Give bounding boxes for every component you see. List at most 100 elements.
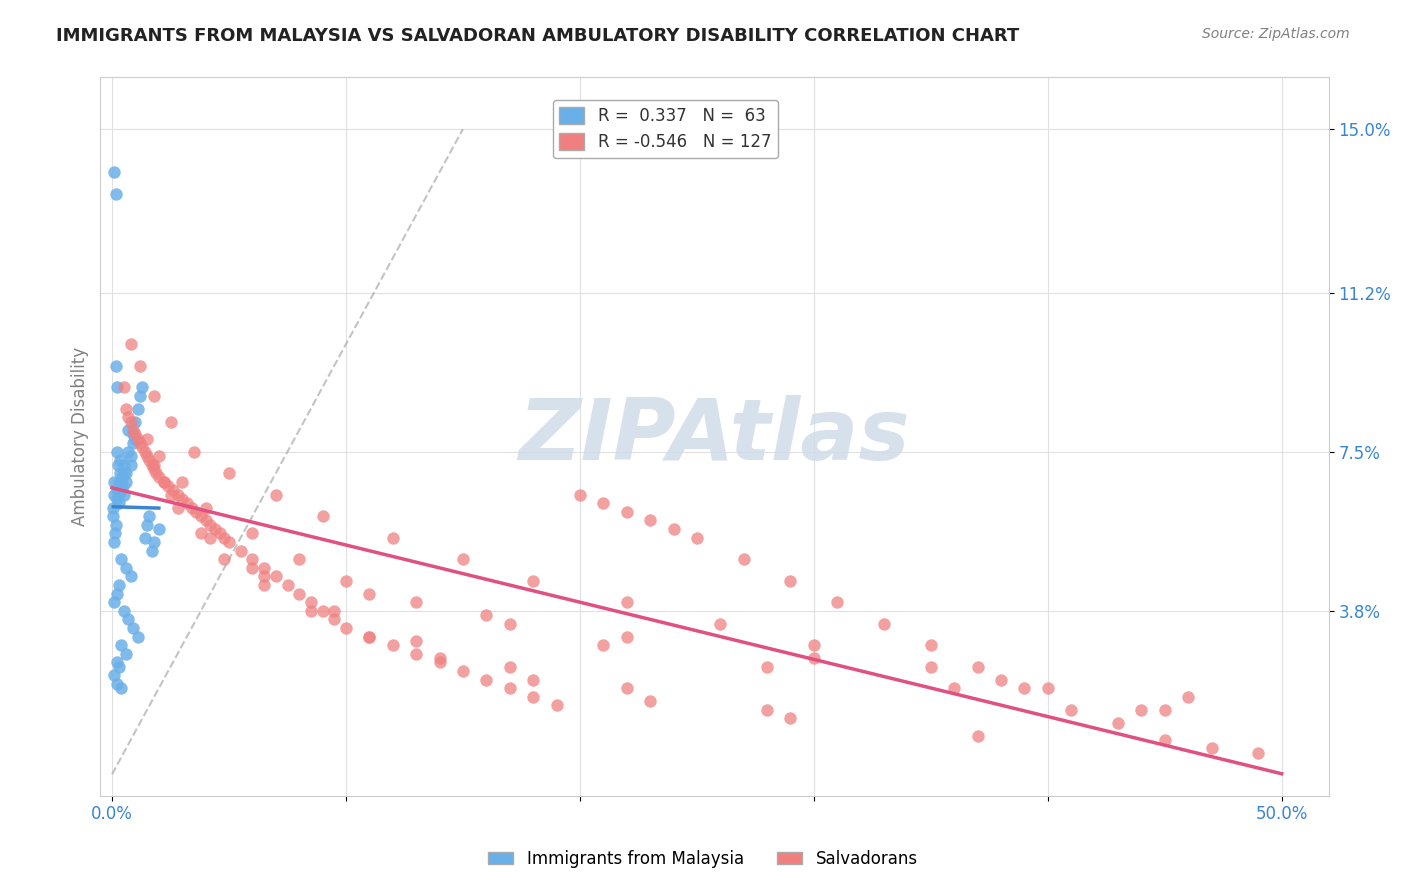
Point [124, 415, 146, 429]
Point [108, 496, 131, 510]
Point [143, 458, 166, 472]
Point [110, 552, 132, 566]
Point [499, 681, 522, 696]
Point [662, 522, 685, 536]
Point [141, 458, 163, 472]
Point [756, 659, 779, 673]
Point [143, 535, 166, 549]
Point [172, 491, 194, 506]
Point [616, 595, 638, 609]
Point [920, 638, 942, 652]
Point [242, 526, 264, 541]
Point [779, 711, 801, 725]
Point [105, 359, 128, 373]
Point [1153, 703, 1175, 717]
Point [873, 616, 896, 631]
Point [110, 483, 132, 498]
Point [335, 621, 357, 635]
Point [616, 681, 638, 696]
Point [103, 535, 125, 549]
Point [323, 604, 346, 618]
Point [190, 509, 212, 524]
Point [499, 659, 522, 673]
Point [966, 729, 988, 743]
Point [264, 488, 287, 502]
Point [127, 432, 149, 446]
Point [499, 616, 522, 631]
Text: IMMIGRANTS FROM MALAYSIA VS SALVADORAN AMBULATORY DISABILITY CORRELATION CHART: IMMIGRANTS FROM MALAYSIA VS SALVADORAN A… [56, 27, 1019, 45]
Legend: R =  0.337   N =  63, R = -0.546   N = 127: R = 0.337 N = 63, R = -0.546 N = 127 [553, 100, 778, 158]
Point [136, 432, 159, 446]
Point [299, 604, 322, 618]
Point [143, 389, 166, 403]
Point [112, 488, 135, 502]
Point [103, 668, 125, 682]
Point [568, 488, 591, 502]
Point [429, 656, 451, 670]
Point [176, 496, 198, 510]
Point [105, 483, 128, 498]
Point [1130, 703, 1153, 717]
Point [148, 470, 170, 484]
Point [112, 466, 135, 480]
Point [779, 574, 801, 588]
Point [311, 604, 333, 618]
Point [148, 449, 170, 463]
Point [127, 630, 149, 644]
Point [359, 586, 381, 600]
Point [103, 500, 125, 515]
Point [105, 586, 128, 600]
Point [108, 578, 131, 592]
Point [214, 552, 236, 566]
Point [1201, 741, 1223, 756]
Legend: Immigrants from Malaysia, Salvadorans: Immigrants from Malaysia, Salvadorans [482, 844, 924, 875]
Point [253, 561, 276, 575]
Point [475, 608, 498, 623]
Point [104, 186, 127, 201]
Point [709, 616, 731, 631]
Point [1247, 746, 1270, 760]
Point [112, 380, 135, 394]
Point [920, 659, 942, 673]
Point [172, 475, 194, 489]
Point [136, 449, 159, 463]
Point [157, 479, 180, 493]
Point [104, 526, 127, 541]
Point [124, 427, 146, 442]
Text: Source: ZipAtlas.com: Source: ZipAtlas.com [1202, 27, 1350, 41]
Point [990, 673, 1012, 687]
Point [242, 552, 264, 566]
Point [134, 531, 156, 545]
Point [148, 522, 170, 536]
Point [105, 656, 128, 670]
Point [616, 630, 638, 644]
Point [105, 491, 128, 506]
Point [166, 500, 188, 515]
Point [120, 337, 142, 351]
Point [592, 638, 614, 652]
Point [733, 552, 755, 566]
Point [110, 475, 132, 489]
Point [110, 681, 132, 696]
Point [120, 415, 142, 429]
Point [120, 458, 142, 472]
Point [127, 401, 149, 416]
Point [1014, 681, 1036, 696]
Point [756, 703, 779, 717]
Point [359, 630, 381, 644]
Point [105, 677, 128, 691]
Point [103, 509, 125, 524]
Y-axis label: Ambulatory Disability: Ambulatory Disability [72, 347, 89, 526]
Point [162, 483, 184, 498]
Point [218, 466, 240, 480]
Point [200, 531, 222, 545]
Point [194, 500, 217, 515]
Point [110, 638, 132, 652]
Point [522, 690, 544, 704]
Point [381, 638, 404, 652]
Text: ZIPAtlas: ZIPAtlas [519, 395, 910, 478]
Point [131, 380, 153, 394]
Point [288, 552, 311, 566]
Point [1153, 732, 1175, 747]
Point [131, 441, 153, 455]
